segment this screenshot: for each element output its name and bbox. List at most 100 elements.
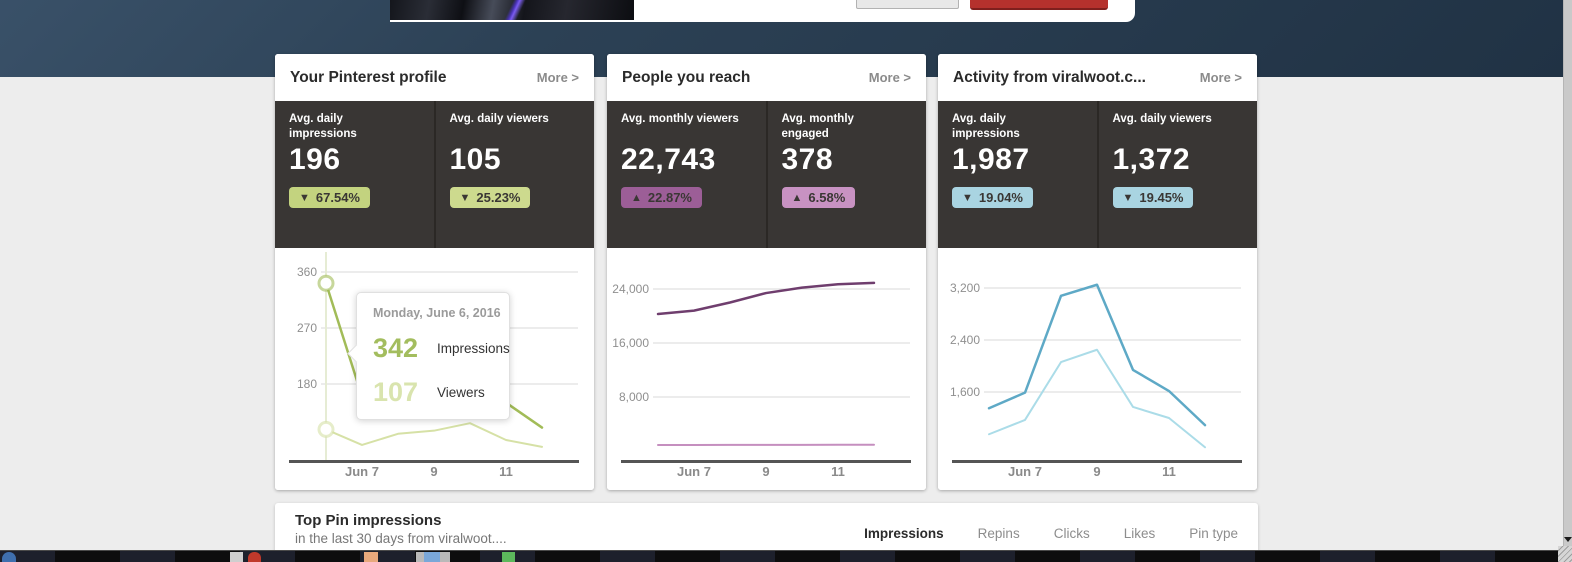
- taskbar[interactable]: [0, 550, 1558, 562]
- arrow-down-icon: ▼: [1122, 191, 1134, 204]
- panel-title: Top Pin impressions: [295, 512, 442, 529]
- more-link[interactable]: More >: [868, 70, 911, 85]
- stat-label: Avg. monthly viewers: [621, 113, 739, 125]
- svg-text:360: 360: [297, 265, 317, 279]
- stat-label: Avg. daily viewers: [1112, 113, 1212, 125]
- more-link[interactable]: More >: [536, 70, 579, 85]
- arrow-up-icon: ▲: [631, 191, 642, 204]
- stats-row: Avg. monthly viewers 22,743 ▲ 22.87% Avg.…: [607, 101, 926, 248]
- card-activity-viralwoot: Activity from viralwoot.c... More > Avg.…: [938, 54, 1257, 490]
- svg-text:9: 9: [762, 464, 769, 479]
- tab-clicks[interactable]: Clicks: [1053, 526, 1090, 541]
- svg-text:2,400: 2,400: [950, 333, 980, 347]
- taskbar-app-icon-green[interactable]: [502, 552, 515, 562]
- tab-repins[interactable]: Repins: [977, 526, 1020, 541]
- svg-text:8,000: 8,000: [619, 390, 649, 404]
- tooltip-row-impressions: 342 Impressions: [373, 333, 510, 364]
- activity-line-chart[interactable]: 1,600 2,400 3,200 Jun 7 9 11: [938, 248, 1257, 490]
- scrollbar-down-arrow-icon: [1564, 536, 1572, 542]
- tab-impressions[interactable]: Impressions: [864, 526, 944, 541]
- stat-value: 22,743: [621, 143, 716, 176]
- svg-text:1,600: 1,600: [950, 385, 980, 399]
- taskbar-app-icon-peach[interactable]: [364, 552, 378, 562]
- stat-value: 105: [449, 143, 502, 176]
- card-title: Activity from viralwoot.c...: [953, 68, 1146, 86]
- panel-tabs: Impressions Repins Clicks Likes Pin type: [864, 526, 1238, 541]
- svg-text:24,000: 24,000: [612, 282, 649, 296]
- tooltip-value: 107: [373, 377, 419, 407]
- vertical-scrollbar[interactable]: [1563, 0, 1572, 562]
- change-percent: 25.23%: [476, 190, 521, 205]
- header-primary-button[interactable]: [970, 0, 1108, 10]
- stat-value: 1,987: [952, 143, 1030, 176]
- svg-text:3,200: 3,200: [950, 281, 980, 295]
- stat-avg-daily-viewers: Avg. daily viewers 105 ▼ 25.23%: [433, 101, 595, 248]
- tab-pin-type[interactable]: Pin type: [1189, 526, 1238, 541]
- stat-avg-daily-impressions: Avg. daily impressions 1,987 ▼ 19.04%: [938, 101, 1097, 248]
- svg-text:9: 9: [1093, 464, 1100, 479]
- stat-label: Avg. daily impressions: [952, 113, 1020, 140]
- card-people-you-reach: People you reach More > Avg. monthly vie…: [607, 54, 926, 490]
- taskbar-start-icon[interactable]: [2, 552, 16, 562]
- card-title: People you reach: [622, 68, 751, 86]
- arrow-down-icon: ▼: [299, 191, 310, 204]
- svg-text:Jun 7: Jun 7: [1008, 464, 1042, 479]
- arrow-down-icon: ▼: [459, 191, 471, 204]
- more-link[interactable]: More >: [1199, 70, 1242, 85]
- change-percent: 22.87%: [647, 190, 692, 205]
- taskbar-app-icon-red[interactable]: [248, 552, 261, 562]
- stat-label: Avg. monthly engaged: [781, 113, 854, 140]
- change-percent: 67.54%: [315, 190, 360, 205]
- stats-row: Avg. daily impressions 1,987 ▼ 19.04% Avg…: [938, 101, 1257, 248]
- arrow-down-icon: ▼: [962, 191, 973, 204]
- tooltip-row-viewers: 107 Viewers: [373, 377, 509, 408]
- card-title: Your Pinterest profile: [290, 68, 447, 86]
- line-chart-svg: 1,600 2,400 3,200 Jun 7 9 11: [950, 281, 1242, 479]
- tooltip-label: Impressions: [437, 341, 510, 356]
- tooltip-date: Monday, June 6, 2016: [373, 306, 501, 320]
- stat-avg-monthly-viewers: Avg. monthly viewers 22,743 ▲ 22.87%: [607, 101, 766, 248]
- stats-row: Avg. daily impressions 196 ▼ 67.54% Avg. …: [275, 101, 594, 248]
- card-your-pinterest-profile: Your Pinterest profile More > Avg. daily…: [275, 54, 594, 490]
- scrollbar-down-button[interactable]: [1564, 533, 1572, 545]
- change-percent: 6.58%: [808, 190, 846, 205]
- change-percent: 19.45%: [1139, 190, 1184, 205]
- taskbar-light-patch: [230, 552, 243, 562]
- header-secondary-button[interactable]: [856, 0, 959, 9]
- stat-avg-daily-impressions: Avg. daily impressions 196 ▼ 67.54%: [275, 101, 434, 248]
- change-badge: ▲ 6.58%: [781, 187, 856, 208]
- stat-avg-daily-viewers: Avg. daily viewers 1,372 ▼ 19.45%: [1096, 101, 1258, 248]
- change-badge: ▼ 25.23%: [449, 187, 531, 208]
- change-badge: ▼ 67.54%: [289, 187, 370, 208]
- change-badge: ▼ 19.45%: [1112, 187, 1194, 208]
- reach-line-chart[interactable]: 8,000 16,000 24,000 Jun 7 9 11: [607, 248, 926, 490]
- svg-text:11: 11: [831, 464, 845, 479]
- stat-avg-monthly-engaged: Avg. monthly engaged 378 ▲ 6.58%: [765, 101, 927, 248]
- stat-label: Avg. daily viewers: [449, 113, 549, 125]
- change-badge: ▼ 19.04%: [952, 187, 1033, 208]
- profile-line-chart[interactable]: 180 270 360 Jun 7 9 11 Monday, June 6, 2016 3…: [275, 248, 594, 490]
- tooltip-value: 342: [373, 333, 419, 363]
- svg-text:11: 11: [1162, 464, 1176, 479]
- panel-subtitle: in the last 30 days from viralwoot....: [295, 531, 507, 546]
- taskbar-app-icon-blue[interactable]: [424, 552, 440, 562]
- svg-text:9: 9: [430, 464, 437, 479]
- resize-grip-icon: [1558, 546, 1572, 562]
- svg-text:Jun 7: Jun 7: [677, 464, 711, 479]
- change-percent: 19.04%: [978, 190, 1023, 205]
- stat-value: 1,372: [1112, 143, 1191, 176]
- tooltip-label: Viewers: [437, 385, 485, 400]
- change-badge: ▲ 22.87%: [621, 187, 702, 208]
- stat-value: 378: [781, 143, 834, 176]
- stat-label: Avg. daily impressions: [289, 113, 357, 140]
- svg-text:180: 180: [297, 377, 317, 391]
- svg-text:Jun 7: Jun 7: [345, 464, 379, 479]
- taskbar-texture: [0, 551, 1558, 562]
- svg-text:270: 270: [297, 321, 317, 335]
- tab-likes[interactable]: Likes: [1123, 526, 1156, 541]
- line-chart-svg: 8,000 16,000 24,000 Jun 7 9 11: [612, 281, 911, 479]
- stat-value: 196: [289, 143, 341, 176]
- chart-tooltip: Monday, June 6, 2016 342 Impressions 107…: [356, 292, 510, 420]
- arrow-up-icon: ▲: [791, 191, 803, 204]
